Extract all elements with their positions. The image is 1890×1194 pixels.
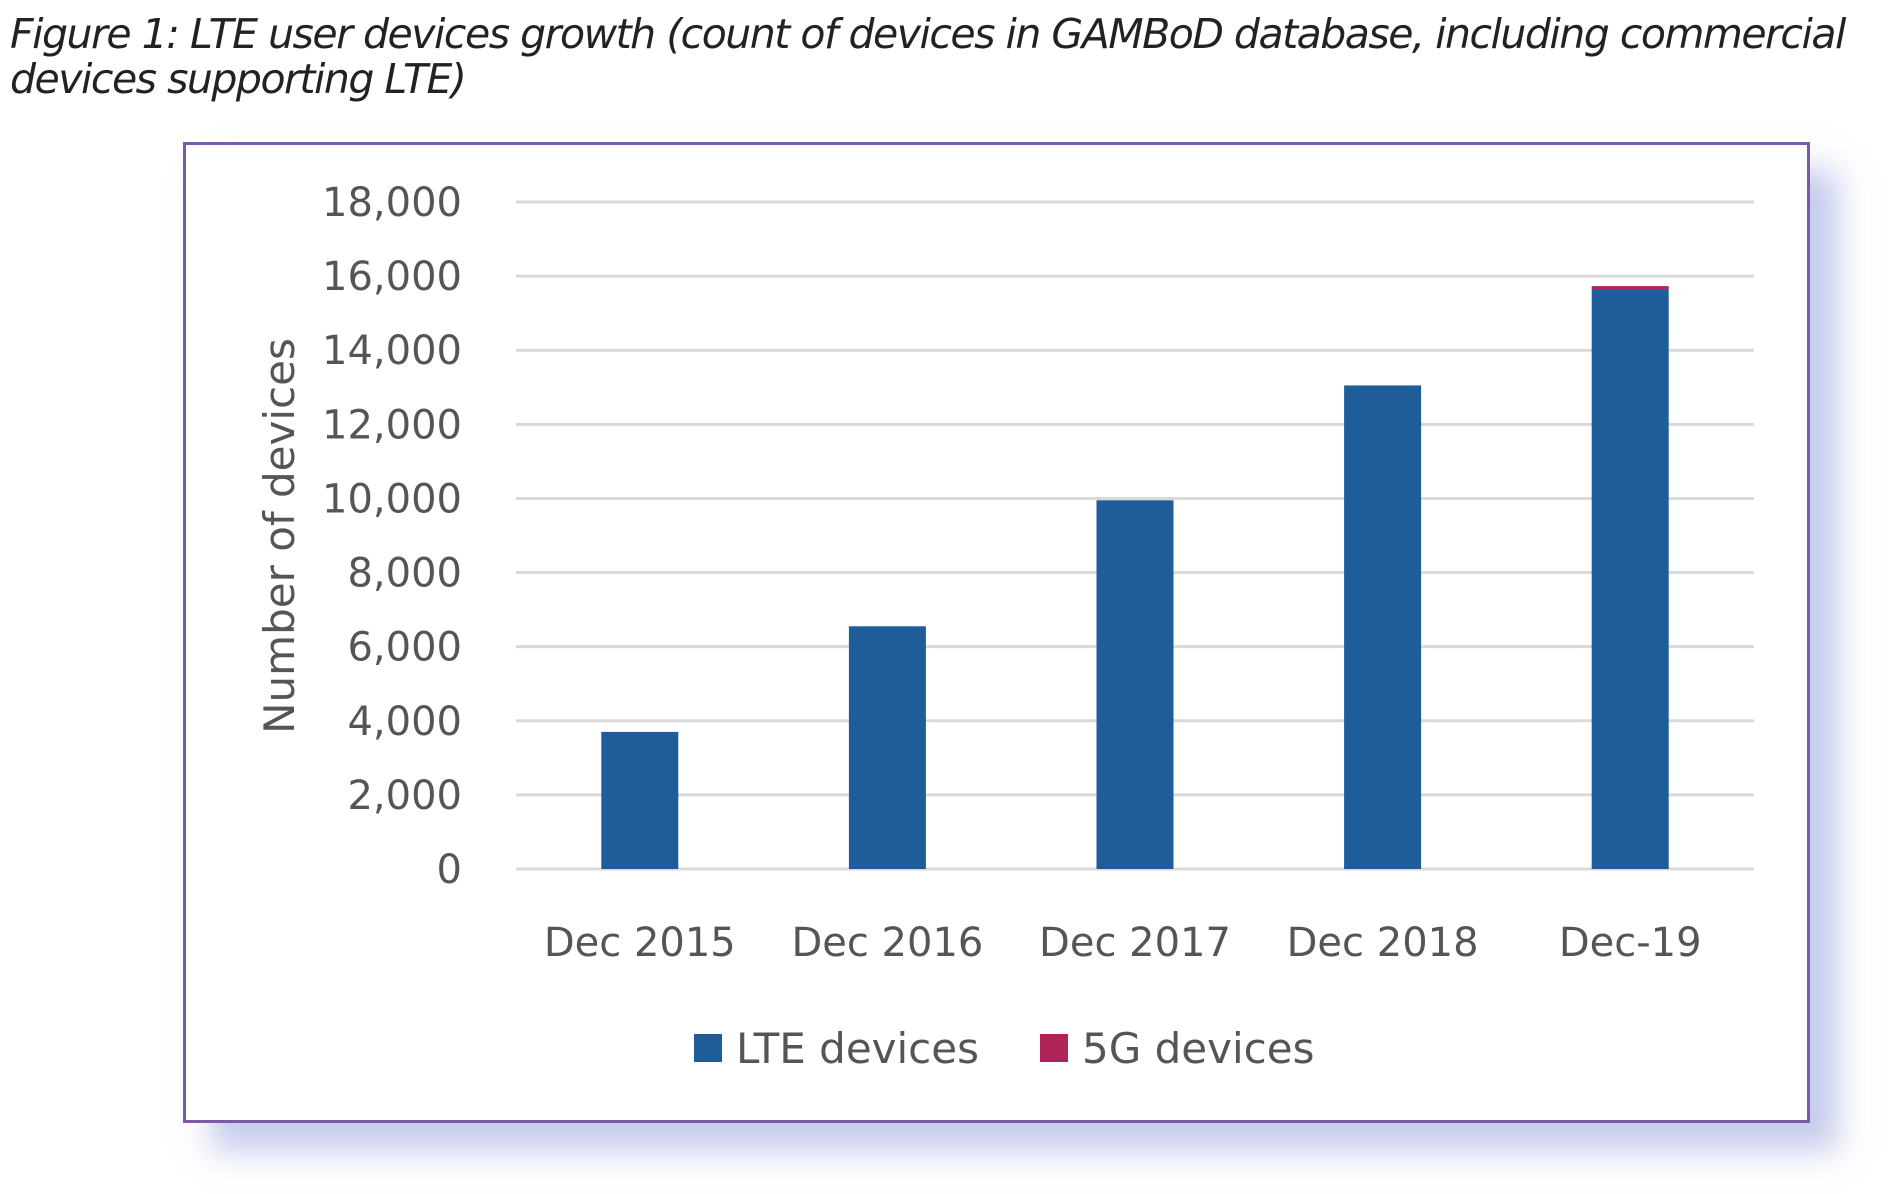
legend-swatch-0 <box>694 1034 722 1062</box>
y-tick-label: 10,000 <box>322 476 462 522</box>
y-tick-label: 12,000 <box>322 402 462 448</box>
caption-line-1: Figure 1: LTE user devices growth (count… <box>10 10 1846 58</box>
legend-label: 5G devices <box>1082 1024 1314 1073</box>
y-tick-label: 0 <box>437 847 462 893</box>
y-axis-label: Number of devices <box>255 338 304 734</box>
chart-frame <box>183 142 1810 1123</box>
bar-lte-devices <box>601 731 679 869</box>
x-tick-label: Dec 2017 <box>1039 920 1231 966</box>
bar-lte-devices <box>848 626 926 869</box>
x-tick-label: Dec 2018 <box>1287 920 1479 966</box>
y-tick-label: 18,000 <box>322 180 462 226</box>
y-tick-label: 2,000 <box>347 773 462 819</box>
figure-caption: Figure 1: LTE user devices growth (count… <box>10 10 1846 103</box>
caption-line-2: devices supporting LTE) <box>10 55 467 103</box>
y-tick-label: 8,000 <box>347 551 462 597</box>
legend-swatch-1 <box>1040 1034 1068 1062</box>
legend-label: LTE devices <box>736 1024 979 1073</box>
y-tick-label: 4,000 <box>347 699 462 745</box>
bar-lte-devices <box>1591 289 1669 869</box>
y-tick-label: 6,000 <box>347 625 462 671</box>
y-tick-label: 14,000 <box>322 328 462 374</box>
y-tick-label: 16,000 <box>322 254 462 300</box>
x-tick-label: Dec 2015 <box>544 920 736 966</box>
x-tick-label: Dec 2016 <box>791 920 983 966</box>
bar-5g-devices <box>1591 286 1669 290</box>
x-tick-label: Dec-19 <box>1559 920 1702 966</box>
bar-lte-devices <box>1344 385 1422 869</box>
bar-lte-devices <box>1096 500 1174 869</box>
